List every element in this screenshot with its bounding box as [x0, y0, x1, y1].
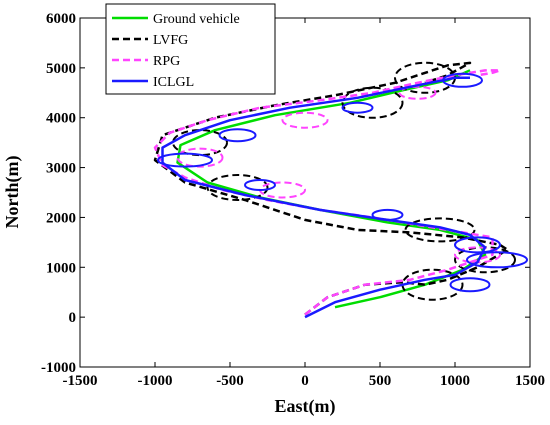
series-line-lvfg	[153, 61, 509, 316]
legend-label-ground-vehicle: Ground vehicle	[153, 12, 240, 27]
y-tick-label: 0	[69, 310, 77, 326]
x-tick-label: 1000	[440, 373, 470, 389]
legend-label-lvfg: LVFG	[153, 33, 188, 48]
series-line-iclgl	[161, 76, 487, 319]
x-tick-label: 1500	[515, 373, 545, 389]
y-tick-label: 6000	[46, 11, 76, 27]
series-ellipse-iclgl-7	[218, 128, 257, 143]
series-ellipse-lvfg-6	[341, 86, 404, 119]
y-axis-title: North(m)	[2, 156, 23, 229]
legend: Ground vehicle LVFG RPG ICLGL	[105, 3, 276, 95]
y-tick-label: 2000	[46, 210, 76, 226]
series-ellipse-rpg-5	[398, 85, 437, 100]
series-ellipse-iclgl-1	[449, 277, 491, 293]
y-tick-label: 5000	[46, 61, 76, 77]
x-tick-label: -1500	[63, 373, 98, 389]
series-ellipse-iclgl-6	[157, 152, 213, 168]
x-tick-label: 0	[301, 373, 309, 389]
x-tick-label: -500	[216, 373, 244, 389]
series-ellipse-iclgl-2	[466, 251, 528, 269]
series-ellipse-lvfg-4	[206, 174, 269, 201]
series-ellipse-iclgl-5	[244, 179, 276, 191]
series-ellipse-lvfg-5	[172, 129, 228, 157]
legend-label-iclgl: ICLGL	[153, 75, 194, 90]
x-tick-label: 500	[369, 373, 392, 389]
x-tick-label: -1000	[138, 373, 173, 389]
y-tick-label: -1000	[41, 360, 76, 376]
y-tick-label: 4000	[46, 111, 76, 127]
x-axis-title: East(m)	[275, 396, 336, 417]
legend-label-rpg: RPG	[153, 54, 180, 69]
series-ellipse-iclgl-4	[371, 208, 404, 221]
y-tick-label: 1000	[46, 260, 76, 276]
y-tick-label: 3000	[46, 161, 76, 177]
series-ellipse-rpg-3	[176, 147, 224, 168]
series-ellipse-iclgl-8	[341, 101, 374, 114]
series-ellipse-rpg-4	[281, 111, 329, 129]
series-ellipse-lvfg-3	[404, 217, 476, 243]
series-ellipse-iclgl-3	[454, 236, 501, 254]
series-ellipse-iclgl-9	[442, 72, 483, 88]
